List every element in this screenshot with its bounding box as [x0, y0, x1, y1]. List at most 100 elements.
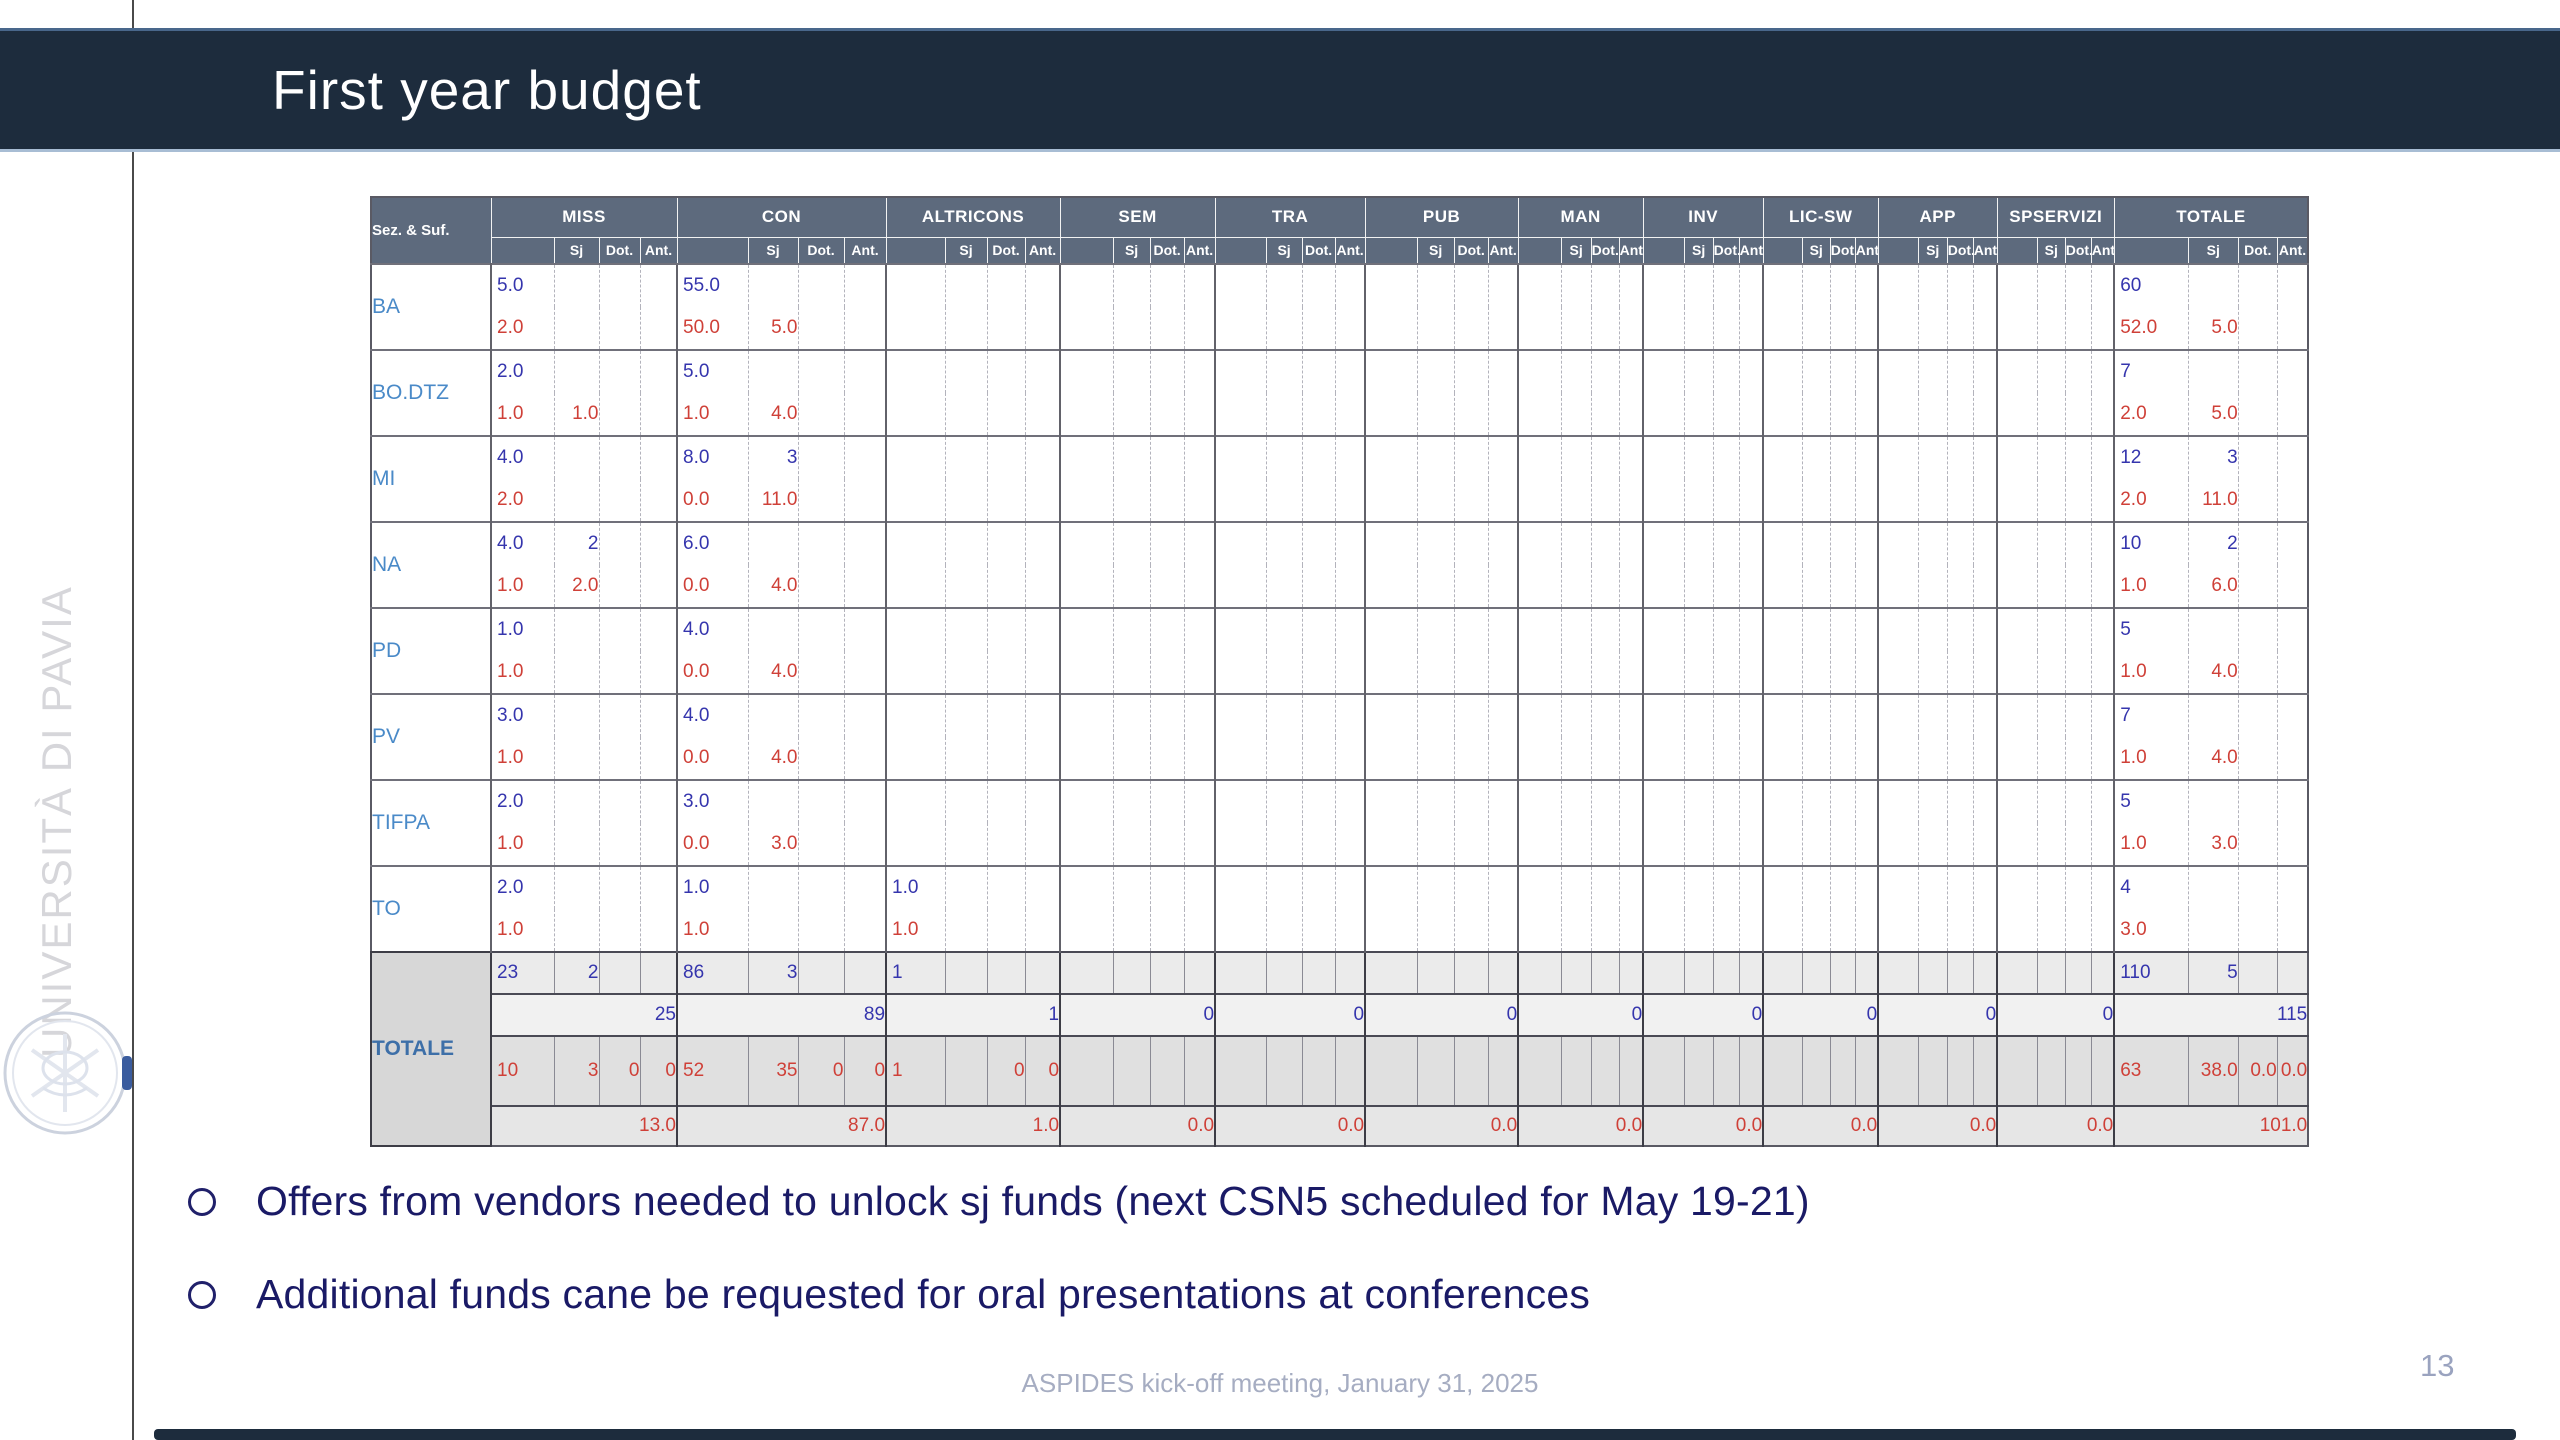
budget-value-cell: [2187, 909, 2239, 952]
budget-value-cell: [1590, 435, 1620, 479]
table-row: 1.0 0.0 4.0 1.0 4.0: [371, 651, 2309, 694]
budget-value-cell: [2187, 263, 2239, 307]
budget-value-cell: [1738, 349, 1764, 393]
table-row: 1.0 1.0 1.0 4.0 2.0 5.0: [371, 393, 2309, 436]
budget-value-cell: [1301, 435, 1336, 479]
total-value-cell: [843, 951, 887, 994]
budget-value-cell: [639, 263, 677, 307]
budget-value-cell: 1.0: [490, 823, 554, 866]
budget-value-cell: [1972, 651, 1998, 694]
budget-value-cell: [2090, 307, 2115, 350]
budget-value-cell: [1996, 779, 2038, 823]
budget-value-cell: [1364, 823, 1418, 866]
total-value-cell: [1590, 951, 1620, 994]
budget-value-cell: [1738, 307, 1764, 350]
budget-value-cell: [639, 651, 677, 694]
budget-value-cell: [2187, 693, 2239, 737]
budget-value-cell: [2064, 393, 2092, 436]
budget-value-cell: [1590, 693, 1620, 737]
total-value-cell: 86: [676, 951, 748, 994]
budget-value-cell: [1618, 909, 1644, 952]
budget-value-cell: [2036, 263, 2066, 307]
budget-value-cell: [1712, 435, 1740, 479]
budget-value-cell: 8.0: [676, 435, 748, 479]
budget-value-cell: [1024, 349, 1061, 393]
budget-value-cell: [843, 693, 887, 737]
budget-value-cell: [1618, 607, 1644, 651]
budget-value-cell: 3.0: [2113, 909, 2189, 952]
budget-value-cell: [797, 393, 844, 436]
total-value-cell: 63: [2113, 1035, 2189, 1106]
budget-value-cell: [1712, 263, 1740, 307]
budget-value-cell: [843, 737, 887, 780]
group-total-value: 0: [1059, 993, 1216, 1036]
sub-column-header: Dot.: [1590, 236, 1620, 265]
total-value-cell: [1487, 1035, 1519, 1106]
budget-value-cell: [1059, 393, 1114, 436]
table-row: 1.0 0.0 3.0 1.0 3.0: [371, 823, 2309, 866]
budget-value-cell: [1183, 263, 1216, 307]
budget-value-cell: [1364, 263, 1418, 307]
budget-value-cell: [1762, 865, 1803, 909]
budget-value-cell: [1112, 349, 1151, 393]
budget-value-cell: [1618, 479, 1644, 522]
sub-column-header: Sj: [1560, 236, 1592, 265]
budget-value-cell: [1112, 693, 1151, 737]
budget-value-cell: [1762, 435, 1803, 479]
budget-value-cell: [1972, 607, 1998, 651]
budget-value-cell: [885, 651, 946, 694]
budget-value-cell: [1762, 737, 1803, 780]
budget-value-cell: [1265, 823, 1303, 866]
budget-value-cell: [1112, 607, 1151, 651]
table-row: MI 4.0 8.0 3 12 3: [371, 435, 2309, 522]
budget-value-cell: 0.0: [676, 565, 748, 608]
section-row-label: PV: [371, 693, 492, 780]
budget-value-cell: [1364, 435, 1418, 479]
vertical-divider-line: [132, 0, 134, 1440]
budget-value-cell: [553, 607, 599, 651]
total-value-cell: [2090, 1035, 2115, 1106]
budget-value-cell: [1801, 909, 1831, 952]
budget-value-cell: [986, 565, 1026, 608]
total-value-cell: [1618, 1035, 1644, 1106]
budget-value-cell: [553, 479, 599, 522]
budget-value-cell: [797, 349, 844, 393]
budget-value-cell: [1560, 307, 1592, 350]
budget-value-cell: [639, 349, 677, 393]
budget-value-cell: [1149, 307, 1185, 350]
budget-value-cell: [1738, 823, 1764, 866]
budget-value-cell: [1972, 479, 1998, 522]
budget-value-cell: [1590, 521, 1620, 565]
budget-value-cell: [1487, 263, 1519, 307]
budget-value-cell: [598, 607, 640, 651]
budget-value-cell: [1712, 865, 1740, 909]
totals-row-label: TOTALE: [370, 951, 492, 1147]
budget-value-cell: [1642, 521, 1685, 565]
sub-column-header: [885, 236, 946, 265]
total-value-cell: 3: [747, 951, 798, 994]
budget-value-cell: [1590, 263, 1620, 307]
budget-value-cell: [553, 909, 599, 952]
budget-value-cell: [2036, 565, 2066, 608]
budget-value-cell: 1.0: [490, 909, 554, 952]
budget-value-cell: [1683, 565, 1714, 608]
budget-value-cell: [1183, 651, 1216, 694]
budget-value-cell: [1024, 737, 1061, 780]
budget-value-cell: [639, 737, 677, 780]
budget-value-cell: [1265, 909, 1303, 952]
budget-value-cell: [1738, 393, 1764, 436]
budget-value-cell: [1642, 865, 1685, 909]
budget-value-cell: [1762, 779, 1803, 823]
budget-value-cell: [747, 521, 798, 565]
budget-value-cell: [1183, 307, 1216, 350]
budget-value-cell: [797, 865, 844, 909]
budget-value-cell: [944, 435, 988, 479]
budget-value-cell: [2064, 651, 2092, 694]
budget-value-cell: [1024, 521, 1061, 565]
budget-value-cell: [1265, 737, 1303, 780]
budget-value-cell: [1618, 521, 1644, 565]
total-value-cell: [1801, 951, 1831, 994]
budget-value-cell: [1712, 349, 1740, 393]
budget-value-cell: [1854, 435, 1879, 479]
budget-value-cell: [1946, 737, 1974, 780]
